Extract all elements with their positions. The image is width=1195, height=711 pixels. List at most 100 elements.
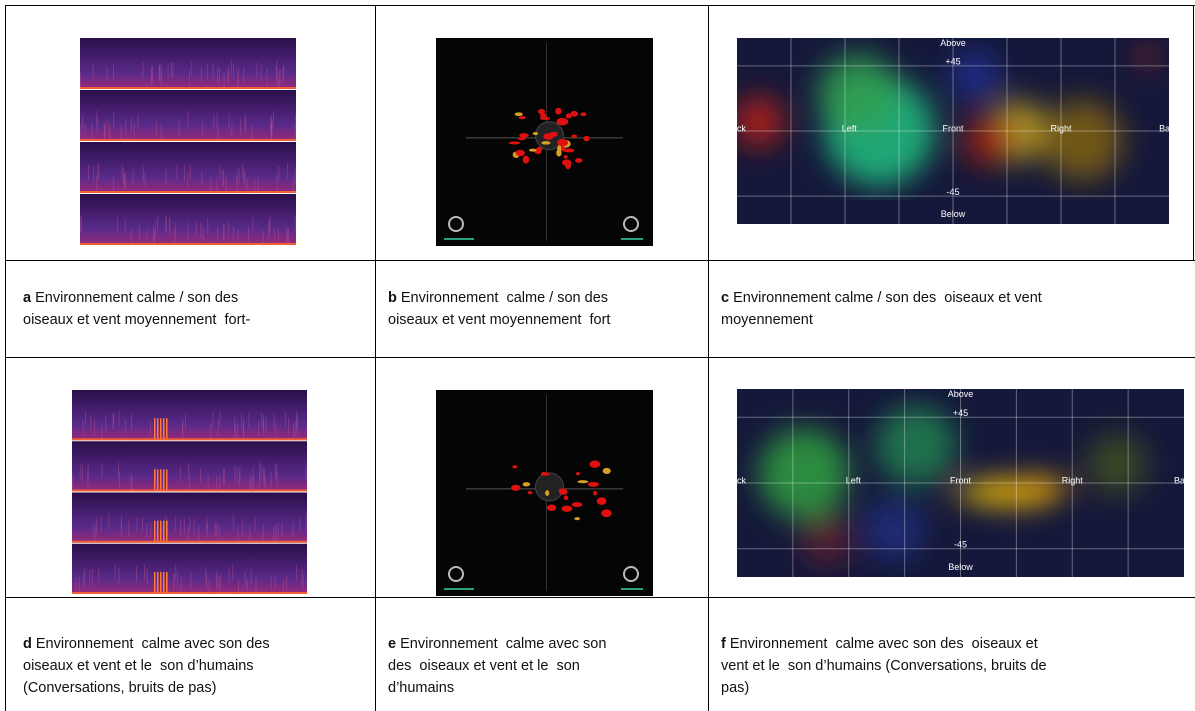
streak bbox=[176, 570, 178, 587]
axis-label: -45 bbox=[946, 187, 959, 197]
streak bbox=[218, 575, 220, 592]
streak bbox=[263, 466, 265, 483]
source bbox=[517, 137, 526, 141]
line bbox=[72, 592, 307, 594]
streak bbox=[82, 114, 84, 131]
streak bbox=[96, 517, 98, 534]
caption-text: oiseaux et vent et le son d’humains bbox=[23, 658, 254, 674]
source bbox=[532, 132, 539, 136]
streak bbox=[157, 520, 159, 543]
streak bbox=[90, 414, 92, 430]
caption-text: Environnement calme / son des bbox=[35, 290, 239, 306]
streak bbox=[254, 178, 256, 194]
streak bbox=[93, 420, 95, 436]
streak bbox=[169, 219, 171, 236]
caption-text: Environnement calme / son des oiseaux et… bbox=[733, 290, 1042, 306]
streak bbox=[271, 124, 273, 141]
streak bbox=[225, 174, 227, 191]
streak bbox=[236, 169, 238, 185]
streak bbox=[228, 221, 230, 238]
streak bbox=[257, 177, 259, 193]
caption-line: c Environnement calme / son des oiseaux … bbox=[721, 287, 1042, 309]
streak bbox=[258, 420, 260, 437]
streak bbox=[83, 572, 85, 589]
streak bbox=[216, 176, 218, 193]
source bbox=[580, 112, 587, 117]
streak bbox=[270, 117, 272, 133]
source bbox=[545, 490, 550, 496]
source bbox=[563, 495, 569, 501]
streak bbox=[187, 526, 189, 542]
source bbox=[565, 161, 572, 170]
caption-line: oiseaux et vent moyennement fort bbox=[388, 309, 610, 331]
streak bbox=[157, 571, 159, 594]
rule bbox=[5, 357, 1195, 358]
streak bbox=[281, 521, 283, 538]
glow bbox=[759, 405, 1147, 565]
caption-line: d Environnement calme avec son des bbox=[23, 633, 270, 655]
streak bbox=[149, 421, 151, 437]
streak bbox=[103, 125, 105, 141]
streak bbox=[276, 59, 278, 76]
streak bbox=[242, 424, 244, 440]
streak bbox=[262, 230, 264, 246]
caption-line: moyennement bbox=[721, 309, 1042, 331]
source bbox=[508, 141, 521, 145]
caption-text: moyennement bbox=[721, 312, 813, 328]
streak bbox=[222, 223, 224, 240]
streak bbox=[125, 119, 127, 136]
sound-field-view bbox=[436, 390, 653, 596]
streak bbox=[263, 468, 265, 485]
streak bbox=[166, 520, 168, 543]
caption-text: des oiseaux et vent et le son bbox=[388, 658, 580, 674]
caption: c Environnement calme / son des oiseaux … bbox=[721, 287, 1042, 331]
streak bbox=[233, 226, 235, 242]
streak bbox=[80, 214, 82, 231]
caption-line: vent et le son d’humains (Conversations,… bbox=[721, 655, 1047, 677]
streak bbox=[249, 525, 251, 541]
streak bbox=[166, 418, 168, 440]
streak bbox=[155, 467, 157, 483]
source bbox=[596, 497, 607, 505]
streak bbox=[263, 414, 265, 430]
sound-field-view bbox=[436, 38, 653, 246]
streak bbox=[154, 520, 156, 543]
streak bbox=[299, 517, 301, 533]
streak bbox=[120, 125, 122, 142]
blob bbox=[801, 514, 852, 565]
axis-label: Right bbox=[1050, 124, 1072, 134]
streak bbox=[269, 216, 271, 233]
streak bbox=[87, 472, 89, 489]
streak bbox=[248, 412, 250, 428]
axis-label: +45 bbox=[945, 57, 960, 67]
streak bbox=[124, 419, 126, 435]
axis-label: -45 bbox=[954, 539, 967, 549]
source bbox=[593, 490, 598, 496]
source bbox=[556, 117, 569, 126]
streak bbox=[142, 62, 144, 78]
streak bbox=[218, 524, 220, 540]
caption: a Environnement calme / son des oiseaux e… bbox=[23, 287, 250, 331]
blob bbox=[949, 50, 1000, 101]
head bbox=[535, 472, 564, 502]
streak bbox=[223, 468, 225, 484]
streak bbox=[262, 523, 264, 539]
streak bbox=[212, 62, 214, 79]
rule bbox=[5, 260, 1195, 261]
streak bbox=[284, 411, 286, 427]
streak bbox=[91, 568, 93, 585]
line bbox=[80, 191, 296, 193]
caption: e Environnement calme avec son des oiseau… bbox=[388, 633, 606, 699]
streak bbox=[182, 419, 184, 435]
streak bbox=[166, 571, 168, 594]
streak bbox=[271, 124, 273, 141]
source bbox=[527, 491, 533, 495]
source bbox=[589, 460, 601, 468]
streak bbox=[95, 525, 97, 542]
caption-text: Environnement calme avec son bbox=[400, 636, 607, 652]
streak bbox=[101, 462, 103, 478]
streak bbox=[165, 215, 167, 231]
streak bbox=[222, 169, 224, 186]
streak bbox=[287, 163, 289, 179]
streak bbox=[105, 118, 107, 135]
